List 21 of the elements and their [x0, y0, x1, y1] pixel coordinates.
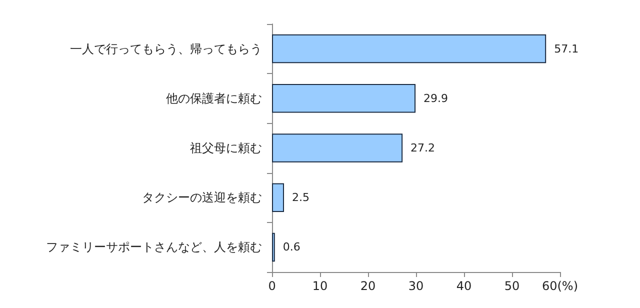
data-label: 2.5 — [292, 191, 310, 204]
y-tick-label: 一人で行ってもらう、帰ってもらう — [70, 42, 262, 56]
data-label: 27.2 — [410, 142, 436, 154]
data-label: 29.9 — [424, 92, 448, 105]
x-tick-label: 0 — [268, 279, 276, 293]
data-label: 0.6 — [282, 240, 300, 254]
x-tick-label: 50 — [504, 279, 520, 293]
data-label: 57.1 — [554, 42, 579, 56]
x-tick-label: 10 — [312, 279, 328, 293]
y-tick-label: ファミリーサポートさんなど、人を頼む — [46, 240, 262, 254]
y-tick-label: 他の保護者に頼む — [166, 91, 262, 106]
x-tick-label: 60(%) — [542, 279, 578, 293]
x-tick-label: 30 — [408, 279, 424, 293]
x-tick-label: 40 — [456, 279, 472, 293]
bar — [272, 34, 546, 64]
y-tick-label: 祖父母に頼む — [190, 141, 262, 155]
y-tick-label: タクシーの送迎を頼む — [142, 190, 262, 205]
bar — [272, 134, 403, 162]
bar — [272, 84, 416, 113]
x-tick-label: 20 — [360, 279, 376, 293]
bar — [272, 183, 284, 212]
